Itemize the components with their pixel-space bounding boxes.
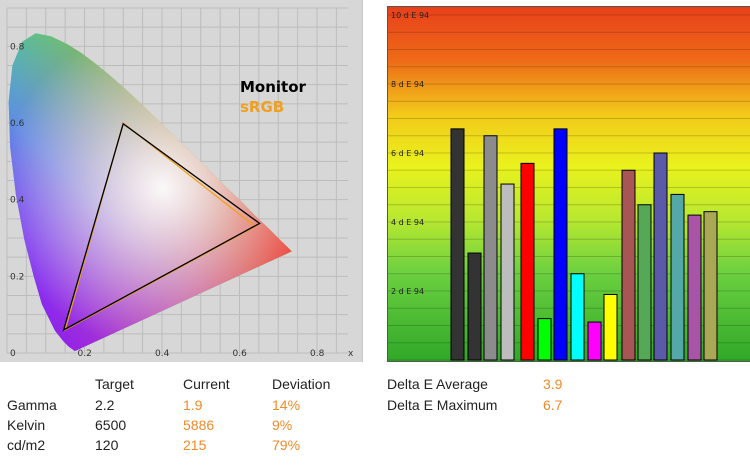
header-target: Target	[95, 376, 134, 392]
delta-e-bar	[500, 183, 515, 361]
de-tick-label: 8 d E 94	[391, 80, 424, 89]
de-tick-label: 10 d E 94	[391, 11, 429, 20]
delta-e-bar	[653, 152, 668, 361]
delta-e-bar	[637, 204, 652, 361]
legend-monitor: Monitor	[240, 78, 307, 96]
header-current: Current	[183, 376, 230, 392]
cie-svg: 0.2 0.4 0.6 0.8 0.2 0.4 0.6 0.8 0 x Monitor sRGB	[6, 7, 354, 359]
row-kelvin-target: 6500	[95, 417, 127, 433]
delta-e-maximum-value: 6.7	[543, 397, 563, 413]
delta-e-bars	[450, 128, 718, 361]
delta-e-average-value: 3.9	[543, 376, 563, 392]
delta-e-bar	[603, 293, 618, 361]
row-cdm2-deviation: 79%	[272, 437, 301, 453]
delta-e-bar	[520, 162, 535, 361]
calibration-table: Target Current Deviation Gamma 2.2 1.9 1…	[0, 372, 380, 466]
x-axis-label: x	[348, 349, 354, 359]
x-tick-label: 0.6	[233, 349, 248, 359]
delta-e-bar	[483, 135, 498, 361]
row-cdm2-current: 215	[183, 437, 207, 453]
y-tick-label: 0.8	[10, 42, 25, 52]
x-tick-label: 0.8	[310, 349, 325, 359]
delta-e-bar	[537, 318, 552, 361]
delta-e-bar	[450, 128, 465, 361]
x-tick-label: 0.2	[78, 349, 92, 359]
legend-srgb: sRGB	[240, 98, 284, 116]
row-kelvin-deviation: 9%	[272, 417, 293, 433]
x-tick-label: 0.4	[155, 349, 170, 359]
row-gamma-deviation: 14%	[272, 397, 301, 413]
row-kelvin-current: 5886	[183, 417, 215, 433]
de-tick-label: 4 d E 94	[391, 218, 424, 227]
de-tick-label: 6 d E 94	[391, 149, 424, 158]
y-tick-label: 0.2	[10, 272, 24, 282]
delta-e-bar	[553, 128, 568, 361]
row-gamma-label: Gamma	[7, 397, 57, 413]
cie-axis-ticks: 0.2 0.4 0.6 0.8 0.2 0.4 0.6 0.8 0 x	[10, 42, 354, 359]
delta-e-bar	[670, 193, 685, 361]
row-cdm2-target: 120	[95, 437, 119, 453]
delta-e-bar	[587, 321, 602, 361]
row-gamma-current: 1.9	[183, 397, 203, 413]
delta-e-bar	[570, 273, 585, 361]
row-cdm2-label: cd/m2	[7, 437, 46, 453]
delta-e-summary: Delta E Average 3.9 Delta E Maximum 6.7	[387, 372, 747, 422]
delta-e-svg: 2 d E 94 4 d E 94 6 d E 94 8 d E 94 10 d E 9…	[388, 7, 750, 361]
delta-e-bar	[703, 211, 718, 361]
header-deviation: Deviation	[272, 376, 331, 392]
delta-e-bar	[687, 214, 702, 361]
delta-e-average-label: Delta E Average	[387, 376, 488, 392]
delta-e-bar	[467, 252, 482, 361]
y-tick-label: 0.6	[10, 119, 25, 129]
row-kelvin-label: Kelvin	[7, 417, 46, 433]
delta-e-maximum-label: Delta E Maximum	[387, 397, 498, 413]
de-tick-label: 2 d E 94	[391, 287, 424, 296]
monitor-gamut-triangle	[62, 122, 261, 332]
row-gamma-target: 2.2	[95, 397, 115, 413]
delta-e-bar	[621, 169, 636, 361]
origin-label: 0	[10, 349, 16, 359]
delta-e-ticks: 2 d E 94 4 d E 94 6 d E 94 8 d E 94 10 d E 9…	[391, 11, 429, 296]
cie-chart: 0.2 0.4 0.6 0.8 0.2 0.4 0.6 0.8 0 x Monitor sRGB	[0, 0, 363, 362]
y-tick-label: 0.4	[10, 196, 25, 206]
delta-e-chart: 2 d E 94 4 d E 94 6 d E 94 8 d E 94 10 d E 9…	[387, 6, 750, 362]
